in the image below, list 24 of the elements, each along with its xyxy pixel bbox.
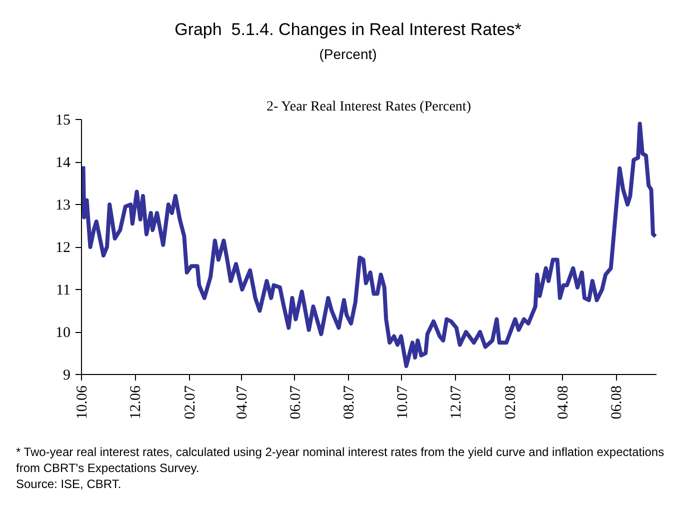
source-note: Source: ISE, CBRT.	[16, 476, 122, 493]
y-tick-label: 10	[56, 325, 70, 341]
y-tick-label: 11	[56, 282, 71, 298]
x-tick-label: 06.07	[288, 385, 304, 420]
chart-title: Graph 5.1.4. Changes in Real Interest Rates*	[174, 19, 522, 41]
x-tick-label: 08.07	[341, 385, 358, 420]
text: 2- Year Real Interest Rates (Percent)	[266, 100, 472, 114]
text: * Two-year real interest rates, calculated using 2-year nominal interest rates from the yield curve and inflation expectations from CBRT's Expectations Survey.	[16, 444, 666, 476]
x-tick-label: 02.08	[502, 386, 519, 420]
x-tick-label: 04.07	[234, 385, 250, 420]
y-tick-label: 14	[56, 155, 71, 171]
x-tick-label: 10.07	[394, 385, 411, 420]
y-tick-label: 15	[56, 112, 70, 128]
x-tick-label: 06.08	[609, 386, 626, 420]
chart-subtitle: (Percent)	[318, 45, 378, 64]
x-tick-label: 12.06	[128, 385, 144, 420]
x-tick-label: 12.07	[448, 385, 464, 420]
y-tick-label: 9	[63, 368, 70, 384]
y-tick-label: 12	[56, 240, 70, 256]
y-tick-label: 13	[56, 198, 70, 214]
x-tick-label: 10.06	[74, 385, 90, 420]
line-series	[82, 122, 656, 368]
x-tick-label: 04.08	[556, 386, 572, 420]
x-tick-label: 02.07	[182, 385, 198, 420]
